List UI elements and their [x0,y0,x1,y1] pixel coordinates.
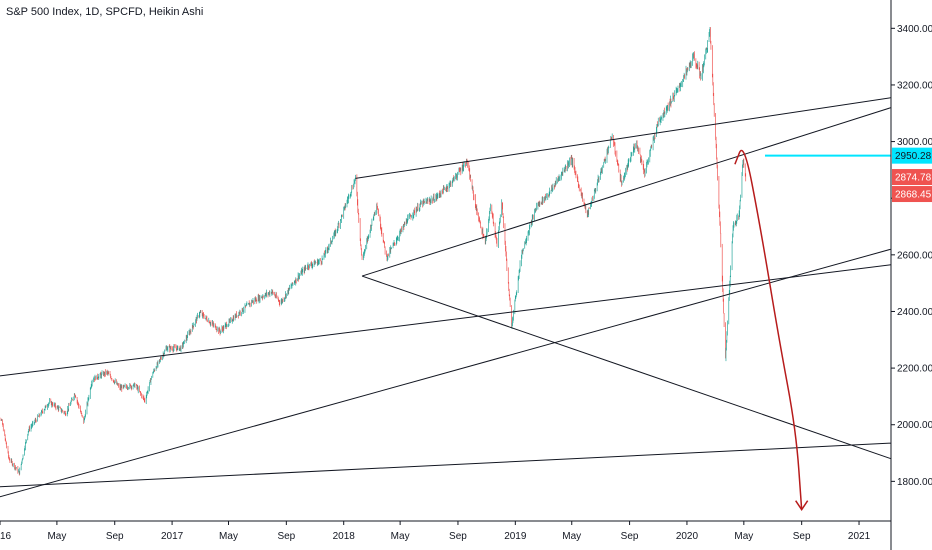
x-tick-label: May [391,531,410,542]
price-axis: 1800.002000.002200.002400.002600.002800.… [891,24,932,488]
trendline [0,248,892,498]
x-tick-label: 2021 [848,531,871,542]
y-tick-label: 2600.00 [897,250,932,261]
price-badge [892,186,932,203]
candles-layer [0,27,747,476]
x-tick-label: Sep [449,531,467,542]
price-badge-label: 2868.45 [895,190,932,201]
x-tick-label: May [47,531,66,542]
x-tick-label: Sep [106,531,124,542]
x-tick-label: Sep [277,531,295,542]
y-tick-label: 3000.00 [897,137,932,148]
y-tick-label: 2000.00 [897,420,932,431]
x-tick-label: May [219,531,238,542]
price-badge-label: 2950.28 [895,151,932,162]
x-tick-label: May [734,531,753,542]
projection-arrowhead [795,500,809,512]
trendline [355,97,892,179]
x-tick-label: 2019 [504,531,527,542]
chart-title: S&P 500 Index, 1D, SPCFD, Heikin Ashi [6,6,204,18]
price-badge [892,147,932,164]
projection-curve [734,149,803,510]
x-tick-label: 2016 [0,531,12,542]
y-tick-label: 1800.00 [897,477,932,488]
x-tick-label: 2017 [161,531,184,542]
trendline [0,442,892,488]
trendline [361,107,892,277]
y-tick-label: 2200.00 [897,364,932,375]
x-tick-label: Sep [621,531,639,542]
x-tick-label: Sep [793,531,811,542]
x-tick-label: 2020 [676,531,699,542]
time-axis: 2016 May Sep 2017 May Sep 2018 May Sep 2019 May Sep… [0,521,871,542]
trendline [0,264,892,377]
price-badges: 2950.28 2874.78 2868.45 [892,147,932,203]
x-tick-label: 2018 [333,531,356,542]
trendline [361,275,892,460]
projection-layer [734,149,809,512]
price-badge-label: 2874.78 [895,173,932,184]
y-tick-label: 2400.00 [897,307,932,318]
y-tick-label: 3200.00 [897,80,932,91]
x-tick-label: May [562,531,581,542]
trendlines-layer [0,97,892,498]
price-badge [892,169,932,186]
y-tick-label: 3400.00 [897,24,932,35]
